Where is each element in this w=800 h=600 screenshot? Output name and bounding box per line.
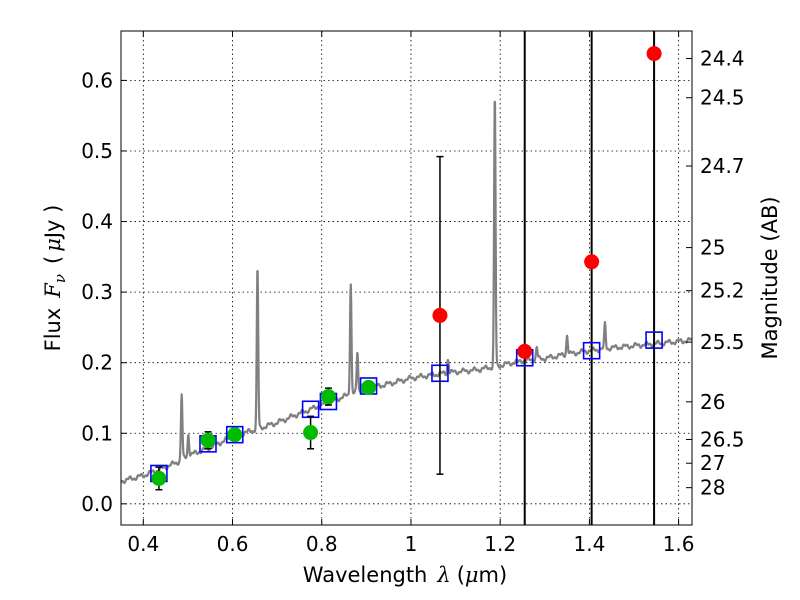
ticks-layer: 0.4 0.6 0.8 1 1.2 1.4 1.6 0.0 0.1 0.2 0.3 0.4 0.5 0.6… [81, 31, 745, 556]
y-axis-unit-open: ( [41, 256, 65, 264]
plot-frame [120, 30, 693, 526]
x-tick-label: 1.6 [663, 532, 695, 556]
y-tick-label: 0.2 [81, 351, 113, 375]
y-tick-label: 0.0 [81, 492, 113, 516]
vertical-lines-layer [523, 31, 656, 525]
nir-data-point [517, 343, 533, 359]
magnitude-tick-label: 25.5 [700, 330, 745, 354]
magnitude-tick-label: 25 [700, 236, 725, 260]
y-tick-label: 0.6 [81, 68, 113, 92]
x-tick-label: 1.4 [573, 532, 605, 556]
markers-layer [150, 46, 663, 491]
magnitude-tick-label: 28 [700, 476, 725, 500]
grid [121, 31, 692, 525]
y-tick-label: 0.1 [81, 421, 113, 445]
y-axis-unit-rest: Jy ) [41, 205, 65, 241]
optical-data-point [361, 379, 377, 395]
y-tick-label: 0.4 [81, 210, 113, 234]
magnitude-tick-label: 24.4 [700, 47, 745, 71]
x-axis-unit-open: ( [457, 563, 465, 587]
x-axis-label: Wavelength λ (μm) [303, 563, 507, 587]
optical-data-point [151, 470, 167, 486]
magnitude-tick-label: 24.7 [700, 154, 745, 178]
y-tick-label: 0.3 [81, 280, 113, 304]
optical-data-point [303, 425, 319, 441]
optical-data-point [200, 432, 216, 448]
magnitude-tick-label: 26 [700, 390, 725, 414]
nir-data-point [432, 307, 448, 323]
x-tick-label: 1 [405, 532, 418, 556]
magnitude-axis-label: Magnitude (AB) [758, 196, 782, 359]
y-axis-symbol: F [41, 282, 65, 299]
x-tick-label: 0.6 [217, 532, 249, 556]
model-photometry-square [225, 425, 244, 444]
magnitude-tick-label: 26.5 [700, 427, 745, 451]
y-axis-label-text: Flux [41, 308, 65, 352]
y-axis-subscript: ν [51, 274, 69, 283]
model-photometry-square [645, 331, 663, 349]
y-axis-label: Flux Fν ( μJy ) [41, 205, 69, 352]
x-axis-unit-rest: m) [479, 563, 508, 587]
magnitude-tick-label: 27 [700, 451, 725, 475]
magnitude-tick-label: 25.2 [700, 279, 745, 303]
x-axis-label-text: Wavelength [303, 563, 428, 587]
x-axis-symbol: λ [436, 563, 450, 587]
nir-data-point [646, 46, 662, 62]
x-tick-label: 0.8 [306, 532, 338, 556]
nir-data-point [584, 254, 600, 270]
optical-data-point [227, 427, 243, 443]
magnitude-tick-label: 24.5 [700, 86, 745, 110]
optical-data-point [320, 389, 336, 405]
y-tick-label: 0.5 [81, 139, 113, 163]
model-photometry-square [582, 341, 601, 360]
y-axis-unit-mu: μ [41, 238, 65, 252]
x-tick-label: 1.2 [484, 532, 516, 556]
x-axis-unit-mu: μ [465, 563, 479, 587]
x-tick-label: 0.4 [127, 532, 159, 556]
